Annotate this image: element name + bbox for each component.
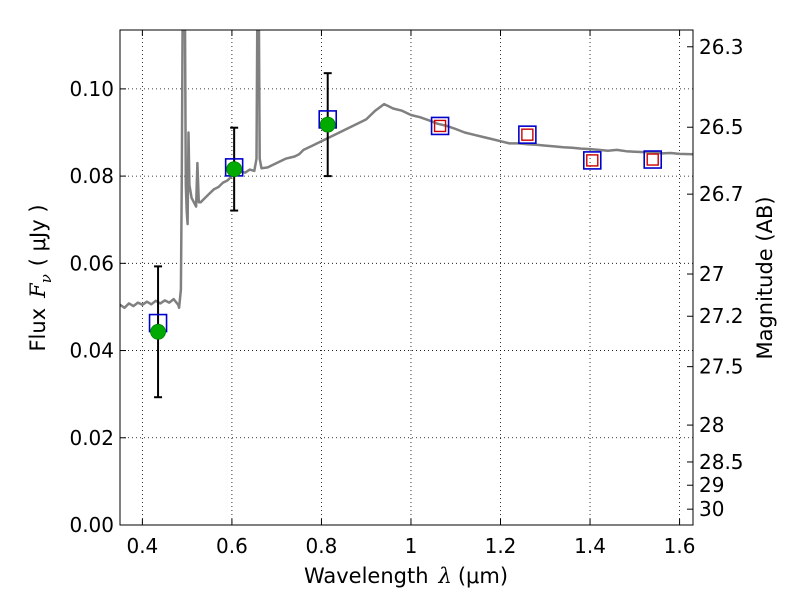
x-tick-label: 0.4 (126, 534, 158, 558)
mag-tick-label: 26.7 (699, 182, 744, 206)
observed-flux-square (433, 119, 447, 133)
x-tick-label: 1.2 (485, 534, 517, 558)
mag-tick-label: 27.2 (699, 304, 744, 328)
x-tick-label: 1.4 (574, 534, 606, 558)
y-tick-label: 0.08 (69, 164, 114, 188)
observed-flux-square (646, 153, 659, 166)
y-axis-label: FluxFν( μJy ) (26, 204, 55, 351)
observed-flux-square (586, 154, 599, 167)
mag-tick-label: 26.3 (699, 35, 744, 59)
y-tick-label: 0.02 (69, 426, 114, 450)
mag-tick-label: 27.5 (699, 355, 744, 379)
model-photometry-square (518, 125, 537, 144)
grid-lines (120, 30, 693, 526)
spectrum-line (120, 30, 693, 310)
plot-frame (119, 29, 694, 526)
mag-tick-label: 29 (699, 473, 724, 497)
x-tick-label: 1.6 (664, 534, 696, 558)
y-tick-label: 0.10 (69, 77, 114, 101)
mag-tick-label: 28.5 (699, 450, 744, 474)
y2-axis-label: Magnitude (AB) (753, 196, 777, 359)
mag-tick-label: 27 (699, 262, 724, 286)
y-tick-label: 0.00 (69, 513, 114, 537)
measured-flux-point (226, 161, 243, 178)
model-photometry-square (643, 150, 663, 169)
x-axis-label: Wavelength λ (μm) (304, 564, 508, 588)
x-tick-label: 0.8 (306, 534, 338, 558)
plot-area (120, 30, 693, 399)
measured-flux-point (319, 116, 336, 133)
observed-flux-square (521, 128, 534, 141)
y-tick-label: 0.06 (69, 251, 114, 275)
x-tick-label: 1 (405, 534, 418, 558)
model-photometry-square (582, 151, 602, 170)
mag-tick-label: 30 (699, 497, 724, 521)
model-photometry-square (430, 116, 450, 136)
y-tick-label: 0.04 (69, 339, 114, 363)
x-tick-label: 0.6 (216, 534, 248, 558)
mag-tick-label: 26.5 (699, 115, 744, 139)
measured-flux-point (150, 323, 166, 340)
mag-tick-label: 28 (699, 413, 724, 437)
axis-ticks: 0.4 0.6 0.8 1 1.2 1.4 1.6 0.00 0.02 0.04 0.06 0.08 0… (69, 30, 744, 558)
